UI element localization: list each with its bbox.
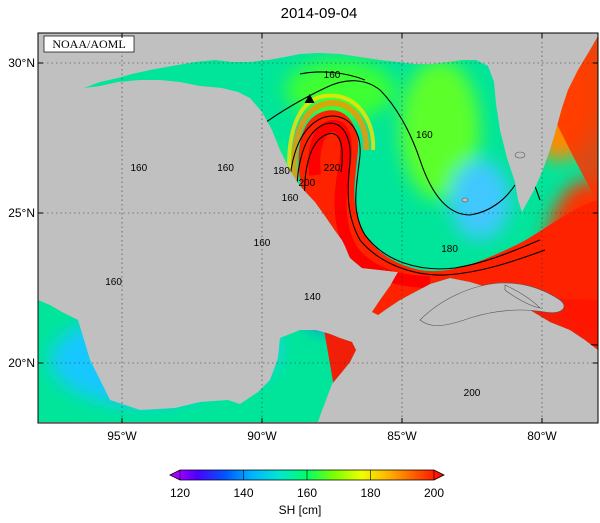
contour-label-11: 140 — [304, 292, 321, 303]
map-title: 2014-09-04 — [281, 5, 358, 22]
contour-label-8: 180 — [441, 244, 458, 255]
contour-label-12: 200 — [464, 388, 481, 399]
contour-labels: 160 160 160 160 160 160 160 180 180 200 220 140 200 — [105, 70, 481, 399]
contour-label-4: 160 — [282, 193, 299, 204]
colorbar-tick-label-2: 160 — [297, 486, 317, 500]
map-panel: 160 160 160 160 160 160 160 180 180 200 220 140 200 — [38, 33, 598, 423]
colorbar: 120 140 160 180 200 SH [cm] — [169, 469, 445, 517]
contour-label-6: 160 — [105, 277, 122, 288]
lon-tick-label-3: 80°W — [527, 429, 557, 443]
credit-box: NOAA/AOML — [43, 35, 135, 53]
colorbar-tick-label-4: 200 — [424, 486, 444, 500]
graticule-lines — [38, 33, 598, 423]
lon-tick-label-2: 85°W — [387, 429, 417, 443]
contour-label-1: 160 — [217, 163, 234, 174]
map-frame — [37, 32, 599, 424]
lat-tick-label-0: 30°N — [8, 56, 35, 70]
lon-tick-label-0: 95°W — [107, 429, 137, 443]
contour-label-7: 180 — [273, 166, 290, 177]
colorbar-label: SH [cm] — [279, 503, 322, 517]
colorbar-tick-label-0: 120 — [170, 486, 190, 500]
land-features — [419, 151, 565, 326]
lat-tick-label-1: 25°N — [8, 206, 35, 220]
contour-label-5: 160 — [254, 238, 271, 249]
contour-label-2: 160 — [324, 70, 341, 81]
lat-tick-label-2: 20°N — [8, 356, 35, 370]
contour-label-10: 220 — [324, 163, 341, 174]
credit-label: NOAA/AOML — [52, 37, 125, 51]
colorbar-ticks: 120 140 160 180 200 — [170, 470, 444, 500]
cuba-island — [419, 282, 565, 326]
contour-label-3: 160 — [416, 130, 433, 141]
station-marker-icon — [304, 94, 315, 103]
colorbar-tick-label-3: 180 — [360, 486, 380, 500]
contour-label-0: 160 — [130, 163, 147, 174]
map-axes: 95°W 90°W 85°W 80°W 30°N 25°N 20°N — [8, 33, 598, 443]
contour-label-9: 200 — [298, 178, 315, 189]
lon-tick-label-1: 90°W — [247, 429, 277, 443]
colorbar-tick-label-1: 140 — [233, 486, 253, 500]
